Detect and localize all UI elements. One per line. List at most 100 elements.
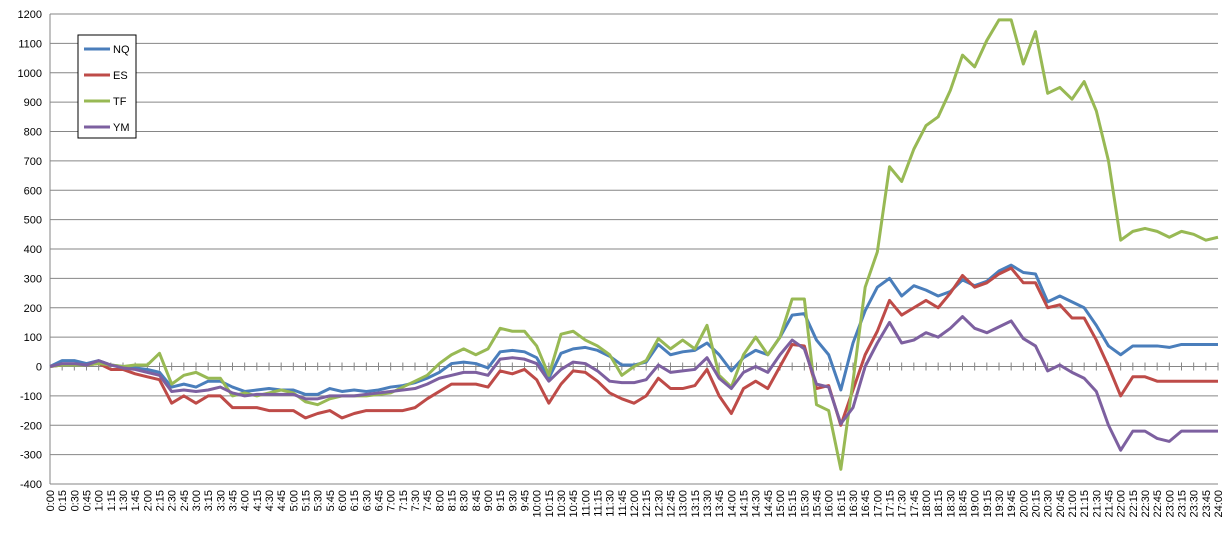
- legend-label: NQ: [113, 44, 130, 56]
- x-tick-label: 8:30: [459, 490, 471, 511]
- x-tick-label: 12:45: [666, 490, 678, 518]
- x-tick-label: 22:45: [1152, 490, 1164, 518]
- x-tick-label: 7:00: [386, 490, 398, 511]
- x-tick-label: 17:15: [885, 490, 897, 518]
- x-tick-label: 1:30: [118, 490, 130, 511]
- y-tick-label: 500: [24, 215, 42, 227]
- x-tick-label: 7:45: [422, 490, 434, 511]
- x-tick-label: 11:00: [580, 490, 592, 517]
- x-tick-label: 18:15: [933, 490, 945, 518]
- x-tick-label: 1:45: [130, 490, 142, 511]
- x-tick-label: 6:30: [361, 490, 373, 511]
- x-tick-label: 19:15: [982, 490, 994, 518]
- x-tick-label: 20:30: [1043, 490, 1055, 518]
- y-tick-label: 900: [24, 97, 42, 109]
- y-tick-label: 1200: [18, 9, 42, 21]
- x-tick-label: 13:30: [702, 490, 714, 518]
- x-tick-label: 10:30: [556, 490, 568, 518]
- x-tick-label: 16:00: [824, 490, 836, 518]
- x-tick-label: 9:15: [495, 490, 507, 511]
- x-tick-label: 13:15: [690, 490, 702, 518]
- y-tick-label: -200: [20, 420, 42, 432]
- x-tick-label: 22:30: [1140, 490, 1152, 518]
- x-tick-label: 4:45: [276, 490, 288, 511]
- x-tick-label: 10:00: [532, 490, 544, 518]
- x-tick-label: 15:30: [799, 490, 811, 518]
- x-tick-label: 21:30: [1091, 490, 1103, 518]
- x-tick-label: 5:15: [301, 490, 313, 511]
- x-tick-label: 12:15: [641, 490, 653, 518]
- line-series: [49, 18, 1219, 471]
- x-tick-label: 10:15: [544, 490, 556, 518]
- x-tick-label: 19:00: [970, 490, 982, 518]
- x-tick-label: 3:15: [203, 490, 215, 511]
- x-tick-label: 11:45: [617, 490, 629, 517]
- x-tick-label: 15:45: [812, 490, 824, 518]
- x-tick-label: 0:30: [69, 490, 81, 511]
- x-tick-label: 18:00: [921, 490, 933, 518]
- x-tick-label: 22:15: [1128, 490, 1140, 518]
- x-tick-label: 16:30: [848, 490, 860, 518]
- x-tick-label: 15:15: [787, 490, 799, 518]
- x-tick-label: 14:00: [726, 490, 738, 518]
- x-tick-label: 6:00: [337, 490, 349, 511]
- x-tick-label: 24:00: [1213, 490, 1225, 518]
- x-tick-label: 18:30: [945, 490, 957, 518]
- y-tick-label: 800: [24, 127, 42, 139]
- x-tick-label: 10:45: [568, 490, 580, 518]
- y-tick-label: 300: [24, 273, 42, 285]
- x-tick-label: 1:00: [94, 490, 106, 511]
- y-tick-label: 200: [24, 303, 42, 315]
- x-tick-label: 22:00: [1116, 490, 1128, 518]
- x-tick-label: 0:15: [57, 490, 69, 511]
- x-tick-label: 17:00: [872, 490, 884, 518]
- x-tick-label: 13:45: [714, 490, 726, 518]
- x-tick-label: 7:30: [410, 490, 422, 511]
- x-tick-label: 18:45: [958, 490, 970, 518]
- y-tick-label: 0: [36, 362, 42, 374]
- x-tick-label: 7:15: [398, 490, 410, 511]
- x-tick-label: 9:00: [483, 490, 495, 511]
- legend: NQ ES TF YM: [77, 34, 137, 139]
- x-tick-label: 5:30: [313, 490, 325, 511]
- x-tick-label: 23:15: [1177, 490, 1189, 518]
- line-series: [49, 266, 1218, 427]
- line-series: [49, 263, 1218, 396]
- x-tick-label: 21:45: [1104, 490, 1116, 518]
- x-tick-label: 14:45: [763, 490, 775, 518]
- x-tick-label: 4:30: [264, 490, 276, 511]
- x-tick-label: 8:15: [447, 490, 459, 511]
- x-tick-label: 17:30: [897, 490, 909, 518]
- x-tick-label: 9:30: [507, 490, 519, 511]
- x-tick-label: 8:00: [434, 490, 446, 511]
- x-tick-label: 16:45: [860, 490, 872, 518]
- x-tick-label: 2:15: [155, 490, 167, 511]
- y-tick-label: -100: [20, 391, 42, 403]
- x-tick-label: 4:00: [240, 490, 252, 511]
- x-tick-label: 14:30: [751, 490, 763, 518]
- x-tick-label: 17:45: [909, 490, 921, 518]
- y-tick-label: 100: [24, 332, 42, 344]
- x-tick-label: 20:00: [1018, 490, 1030, 518]
- x-tick-label: 12:30: [653, 490, 665, 518]
- y-tick-label: 1100: [18, 38, 42, 50]
- x-tick-label: 9:45: [520, 490, 532, 511]
- x-tick-label: 3:30: [215, 490, 227, 511]
- x-tick-label: 20:15: [1031, 490, 1043, 518]
- x-tick-label: 11:15: [593, 490, 605, 517]
- x-tick-label: 23:45: [1201, 490, 1213, 518]
- legend-label: TF: [113, 96, 127, 108]
- y-tick-label: 600: [24, 185, 42, 197]
- x-tick-label: 2:30: [167, 490, 179, 511]
- x-tick-label: 19:45: [1006, 490, 1018, 518]
- x-tick-label: 6:45: [374, 490, 386, 511]
- x-tick-label: 3:45: [228, 490, 240, 511]
- line-series: [49, 315, 1218, 452]
- x-tick-label: 13:00: [678, 490, 690, 518]
- x-tick-label: 21:15: [1079, 490, 1091, 518]
- x-tick-label: 11:30: [605, 490, 617, 517]
- x-tick-label: 15:00: [775, 490, 787, 518]
- y-tick-label: 700: [24, 156, 42, 168]
- x-tick-label: 23:00: [1164, 490, 1176, 518]
